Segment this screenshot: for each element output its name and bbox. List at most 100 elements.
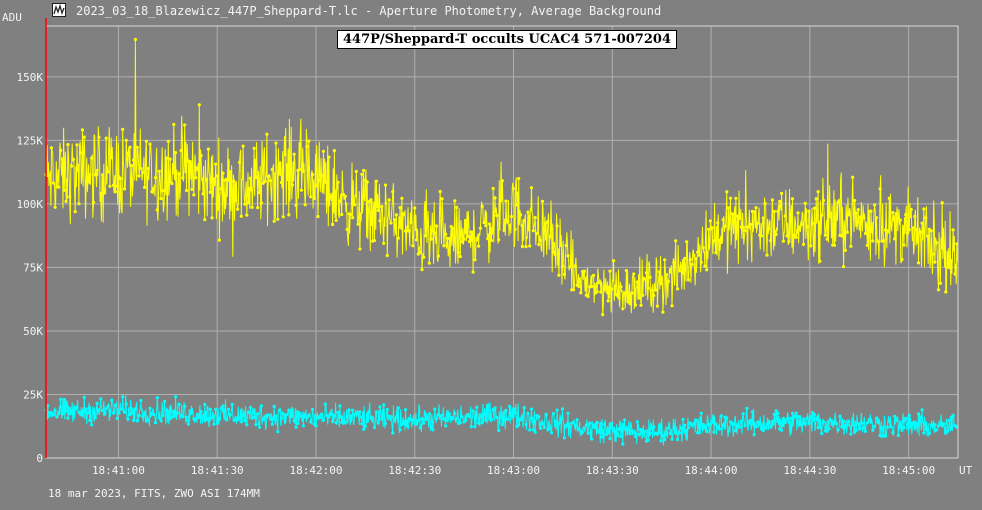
series-1-point: [411, 418, 415, 422]
series-1-point: [920, 408, 924, 412]
series-1-point: [770, 419, 775, 423]
series-0-point: [654, 288, 658, 292]
series-1-point: [398, 428, 402, 432]
series-1-point: [157, 416, 161, 420]
series-1-point: [402, 421, 406, 425]
series-1-point: [675, 437, 680, 442]
series-1-point: [843, 425, 848, 429]
series-0-point: [73, 210, 77, 214]
series-0-point: [442, 244, 446, 248]
series-1-point: [531, 428, 535, 432]
series-0-point: [382, 241, 386, 245]
series-0-point: [825, 237, 829, 241]
series-0-point: [201, 192, 205, 196]
series-0-point: [212, 177, 216, 181]
series-0-point: [190, 187, 194, 191]
series-1-point: [697, 431, 702, 435]
series-0-point: [663, 258, 667, 262]
series-0-point: [944, 290, 948, 294]
series-0-point: [942, 247, 946, 251]
series-0-point: [829, 211, 833, 215]
y-tick-label: 150K: [17, 71, 44, 84]
series-0-point: [411, 244, 415, 248]
series-0-point: [840, 234, 844, 238]
series-0-point: [736, 214, 740, 218]
series-0-point: [413, 206, 417, 210]
series-0-point: [122, 187, 127, 191]
light-curve-app-icon[interactable]: [52, 3, 66, 17]
series-0-point: [376, 208, 380, 213]
series-0-point: [701, 246, 705, 250]
series-0-point: [278, 161, 282, 165]
series-0-point: [747, 225, 751, 229]
series-1-point: [309, 420, 313, 424]
series-0-point: [206, 147, 210, 151]
series-1-point: [670, 437, 674, 441]
series-1-point: [119, 407, 123, 411]
series-1-point: [663, 437, 667, 442]
series-0-point: [780, 191, 784, 195]
series-0-point: [555, 224, 559, 228]
series-1-point: [64, 409, 68, 413]
series-0-point: [325, 198, 329, 202]
series-1-point: [767, 419, 771, 423]
series-1-point: [184, 415, 189, 419]
series-1-point: [666, 426, 671, 430]
series-1-point: [133, 407, 137, 411]
series-1-point: [484, 418, 488, 422]
series-0-point: [489, 238, 493, 242]
series-1-point: [447, 412, 451, 416]
series-0-point: [515, 203, 519, 207]
series-0-point: [179, 148, 183, 153]
series-0-point: [137, 174, 141, 178]
series-0-point: [163, 188, 167, 193]
series-0-point: [915, 228, 919, 232]
series-0-point: [571, 288, 576, 292]
series-0-point: [540, 199, 545, 203]
series-0-point: [871, 239, 875, 243]
series-0-point: [133, 37, 137, 42]
series-0-point: [573, 264, 577, 268]
series-0-point: [862, 216, 866, 220]
series-1-point: [548, 426, 552, 430]
series-0-point: [321, 149, 325, 153]
series-1-point: [163, 399, 167, 403]
series-0-point: [719, 240, 723, 244]
series-1-point: [885, 425, 890, 429]
series-1-point: [321, 418, 325, 422]
series-1-point: [152, 412, 156, 417]
series-1-point: [703, 425, 707, 430]
series-0-point: [889, 223, 893, 227]
series-0-point: [893, 237, 897, 241]
series-1-point: [856, 421, 860, 426]
series-0-point: [279, 180, 284, 185]
series-1-point: [595, 420, 599, 425]
series-0-point: [438, 189, 442, 194]
series-1-point: [380, 417, 384, 421]
series-0-point: [181, 176, 185, 180]
series-1-point: [562, 436, 567, 440]
series-1-point: [756, 420, 760, 424]
series-1-point: [420, 417, 424, 421]
series-0-point: [170, 181, 174, 186]
series-0-point: [433, 231, 437, 235]
series-1-point: [258, 425, 262, 429]
series-1-point: [414, 422, 419, 426]
series-0-point: [360, 172, 364, 176]
y-tick-label: 0: [36, 452, 43, 465]
y-axis-unit-label: ADU: [2, 11, 22, 24]
series-1-point: [97, 408, 101, 412]
series-0-point: [551, 250, 556, 254]
series-0-point: [677, 269, 682, 273]
series-0-point: [141, 170, 145, 174]
series-0-point: [882, 239, 886, 243]
series-0-point: [338, 199, 342, 203]
series-0-point: [113, 190, 117, 194]
series-0-point: [522, 219, 526, 223]
series-1-point: [203, 402, 207, 406]
series-1-point: [820, 431, 824, 436]
series-0-point: [707, 227, 711, 231]
series-0-point: [513, 227, 517, 231]
series-1-point: [734, 429, 738, 433]
series-1-point: [252, 415, 256, 419]
